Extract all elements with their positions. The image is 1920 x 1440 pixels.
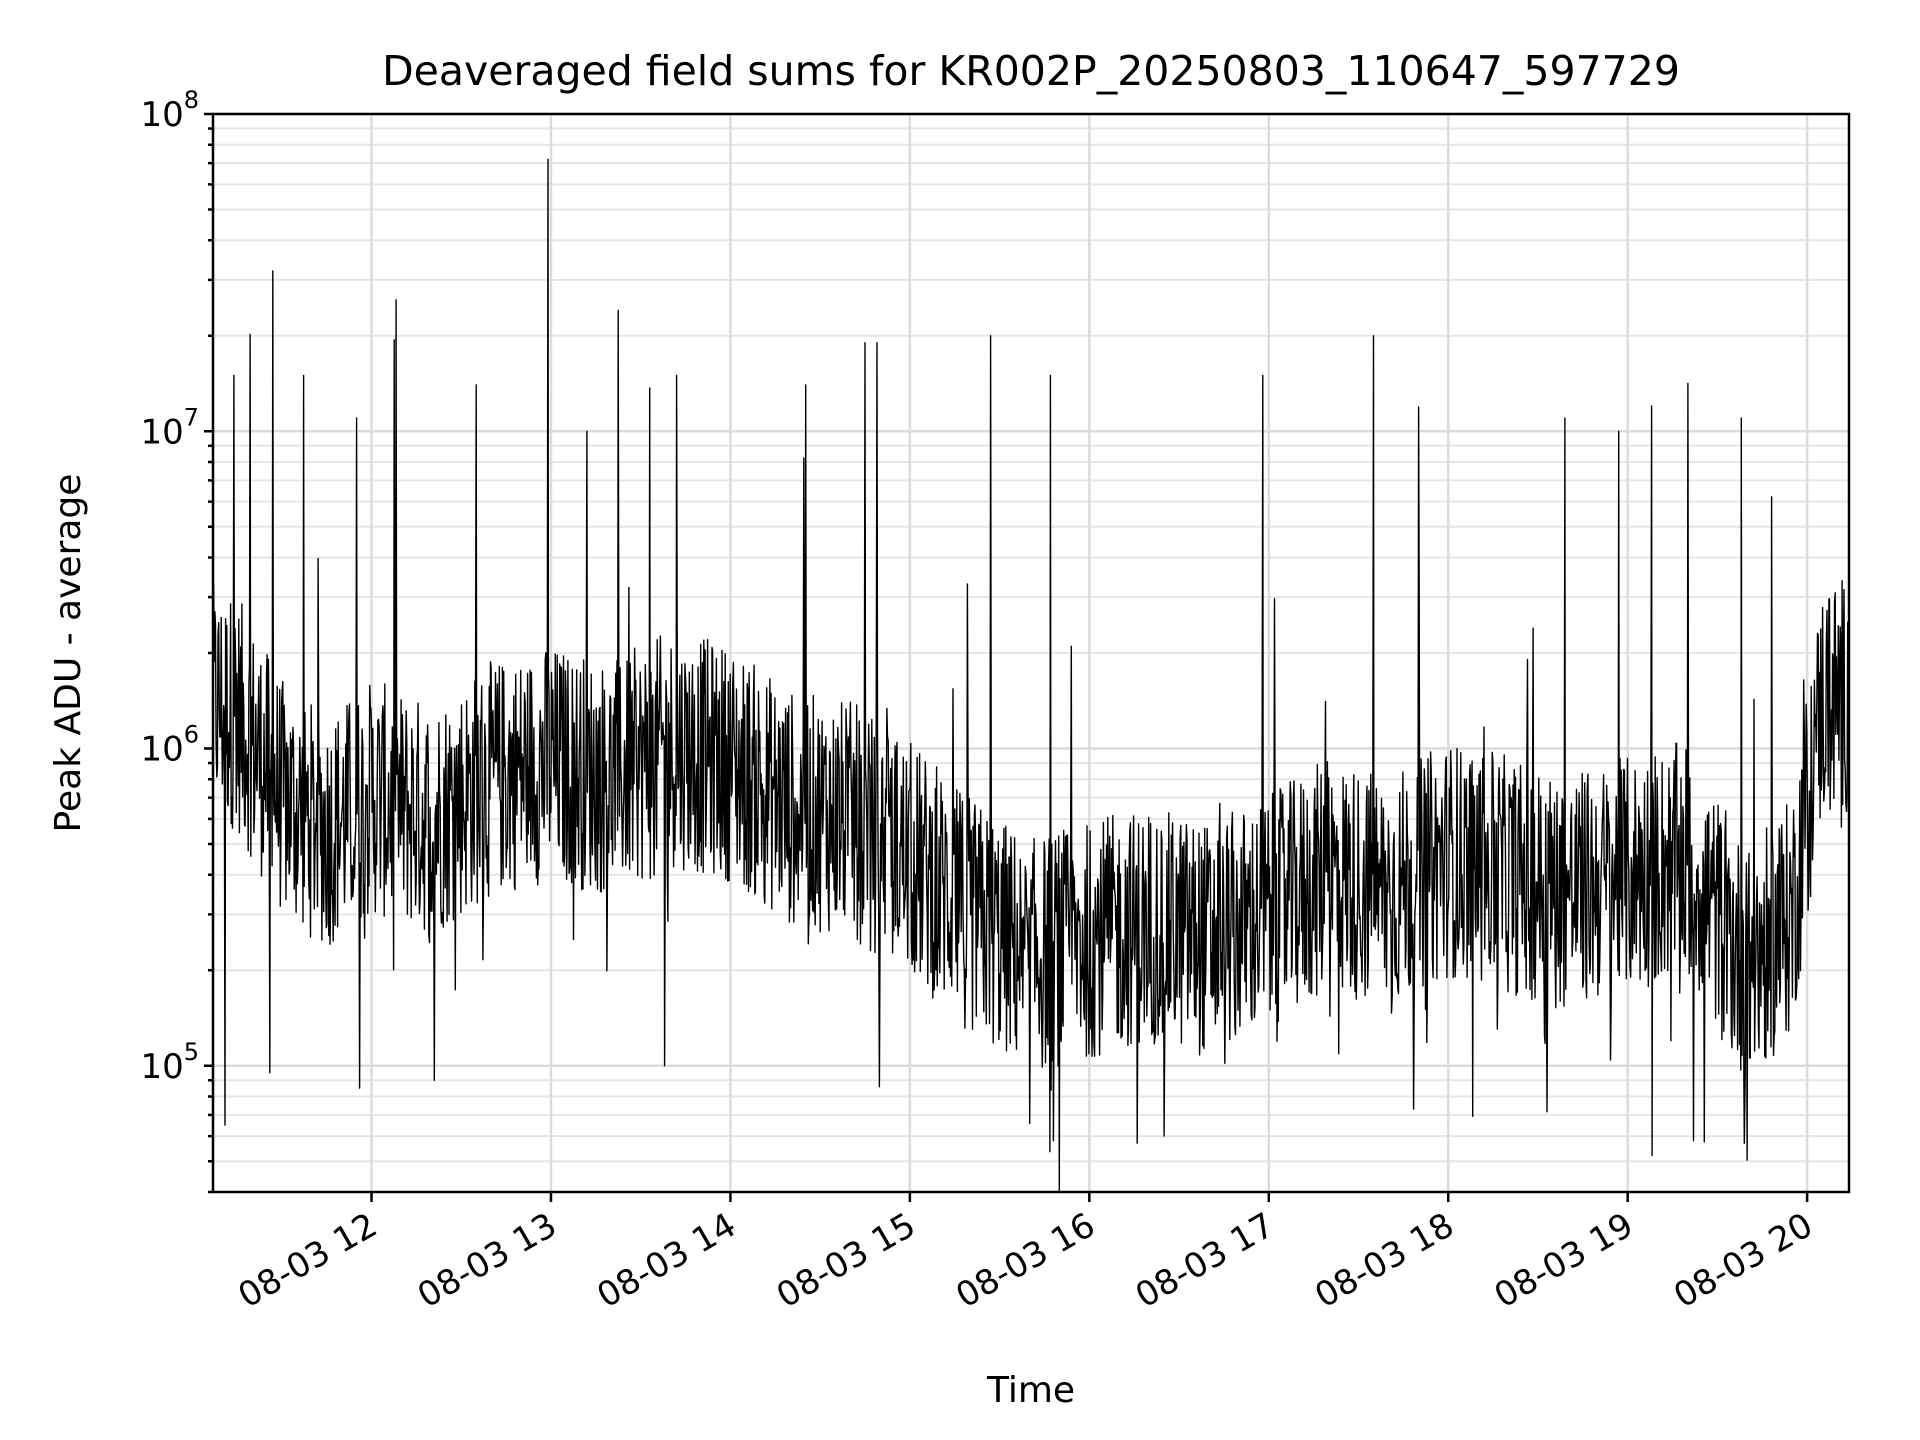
series-line xyxy=(212,158,1850,1193)
y-tick-label: 108 xyxy=(140,86,199,135)
x-tick-label: 08-03 17 xyxy=(1129,1205,1281,1316)
y-tick-label: 106 xyxy=(140,721,199,770)
x-tick-label: 08-03 20 xyxy=(1667,1205,1819,1316)
y-tick-label: 105 xyxy=(140,1038,199,1087)
x-tick-label: 08-03 12 xyxy=(232,1205,384,1316)
chart-title: Deaveraged field sums for KR002P_2025080… xyxy=(382,47,1680,95)
x-tick-label: 08-03 15 xyxy=(770,1205,922,1316)
y-axis-label: Peak ADU - average xyxy=(48,474,89,833)
x-tick-label: 08-03 13 xyxy=(411,1205,563,1316)
x-axis-label: Time xyxy=(986,1370,1075,1411)
grid-lines xyxy=(213,112,1849,1193)
x-tick-label: 08-03 19 xyxy=(1488,1205,1640,1316)
y-axis-ticks: 105 106 107 108 xyxy=(140,86,213,1194)
series-trace xyxy=(212,158,1850,1193)
x-tick-label: 08-03 14 xyxy=(591,1205,743,1316)
x-axis-ticks: 08-03 12 08-03 13 08-03 14 08-03 15 08-03 16… xyxy=(232,1192,1820,1316)
x-tick-label: 08-03 18 xyxy=(1308,1205,1460,1316)
y-tick-label: 107 xyxy=(140,403,199,452)
x-tick-label: 08-03 16 xyxy=(949,1205,1101,1316)
